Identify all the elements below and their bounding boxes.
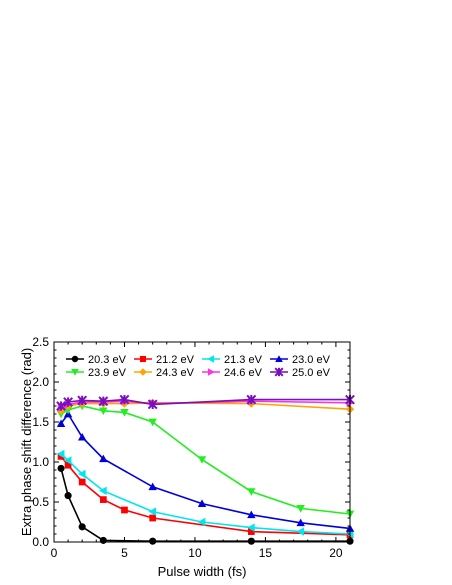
- data-point: [197, 517, 206, 527]
- x-tick-label: 5: [121, 546, 128, 560]
- data-point: [63, 406, 73, 415]
- legend-marker: [139, 368, 147, 376]
- legend-label: 23.0 eV: [292, 354, 331, 366]
- y-tick-label: 0.0: [32, 535, 49, 549]
- series-25-0-ev: [56, 394, 355, 411]
- data-point: [197, 499, 207, 507]
- legend-label: 23.9 eV: [88, 367, 127, 379]
- data-point: [247, 528, 255, 535]
- x-tick-label: 20: [329, 546, 343, 560]
- series-line: [60, 412, 351, 530]
- series-line: [60, 398, 350, 407]
- data-point: [296, 527, 305, 536]
- legend-marker: [207, 368, 215, 376]
- data-point: [64, 492, 72, 500]
- data-point: [56, 401, 66, 411]
- data-point: [149, 514, 157, 522]
- legend-item: 24.6 eV: [202, 367, 263, 379]
- legend-marker: [274, 367, 284, 377]
- legend-label: 20.3 eV: [88, 354, 127, 366]
- legend-item: 21.2 eV: [134, 354, 195, 366]
- series-line: [60, 453, 351, 535]
- data-point: [147, 399, 158, 410]
- data-point: [57, 453, 65, 460]
- legend-label: 25.0 eV: [292, 367, 331, 379]
- x-tick-label: 10: [188, 546, 202, 560]
- data-point: [119, 394, 130, 405]
- legend-label: 21.3 eV: [224, 354, 263, 366]
- data-point: [148, 507, 157, 516]
- data-point: [99, 454, 108, 463]
- data-point: [77, 433, 87, 441]
- data-point: [77, 395, 88, 406]
- x-axis-label: Pulse width (fs): [158, 564, 247, 579]
- y-axis-label: Extra phase shift difference (rad): [19, 348, 34, 536]
- y-tick-label: 1.5: [32, 415, 49, 429]
- legend-item: 24.3 eV: [134, 367, 195, 379]
- data-point: [63, 456, 72, 465]
- data-point: [99, 407, 108, 415]
- data-point: [78, 478, 86, 486]
- data-point: [148, 482, 157, 491]
- data-point: [78, 523, 86, 531]
- data-point: [296, 505, 305, 513]
- legend-item: 23.0 eV: [270, 354, 331, 366]
- plot-frame: [53, 341, 351, 543]
- series-21-3-ev: [56, 449, 354, 539]
- legend-label: 21.2 eV: [156, 354, 195, 366]
- legend-item: 25.0 eV: [270, 367, 331, 379]
- data-point: [247, 523, 255, 532]
- data-point: [56, 419, 66, 427]
- data-point: [121, 506, 128, 514]
- data-point: [296, 518, 305, 527]
- data-point: [64, 461, 72, 469]
- series-23-0-ev: [56, 409, 355, 532]
- data-point: [120, 409, 129, 417]
- legend: 20.3 eV 21.2 eV 21.3 eV 23.0 eV 23.9 eV 24.3 …: [66, 354, 331, 379]
- legend-label: 24.6 eV: [224, 367, 263, 379]
- y-tick-label: 1.0: [32, 455, 49, 469]
- data-point: [77, 469, 86, 479]
- data-point: [246, 394, 257, 405]
- data-point: [57, 464, 65, 472]
- data-point: [247, 488, 256, 496]
- data-point: [56, 449, 65, 459]
- legend-item: 23.9 eV: [66, 367, 127, 379]
- series-21-2-ev: [57, 453, 354, 539]
- legend-item: 21.3 eV: [202, 354, 263, 366]
- data-point: [63, 397, 74, 407]
- plot-area: [56, 394, 355, 545]
- x-tick-label: 0: [51, 546, 58, 560]
- legend-label: 24.3 eV: [156, 367, 195, 379]
- legend-marker: [71, 368, 79, 376]
- data-point: [247, 510, 256, 519]
- data-point: [197, 456, 207, 464]
- data-point: [99, 496, 107, 503]
- data-point: [98, 396, 109, 407]
- data-point: [99, 536, 107, 544]
- y-tick-label: 0.5: [32, 495, 49, 509]
- data-point: [99, 486, 107, 495]
- legend-marker: [139, 355, 147, 363]
- legend-marker: [207, 355, 215, 363]
- data-point: [148, 418, 157, 427]
- axes: 0 5 10 15 20 0.0 0.5 1.0 1.5 2.0 2.5: [32, 335, 350, 560]
- y-tick-label: 2.5: [32, 335, 49, 349]
- legend-marker: [71, 355, 79, 363]
- legend-item: 20.3 eV: [66, 354, 127, 366]
- series-line: [60, 405, 351, 515]
- x-tick-label: 15: [259, 546, 273, 560]
- legend-marker: [275, 355, 283, 363]
- y-tick-label: 2.0: [32, 375, 49, 389]
